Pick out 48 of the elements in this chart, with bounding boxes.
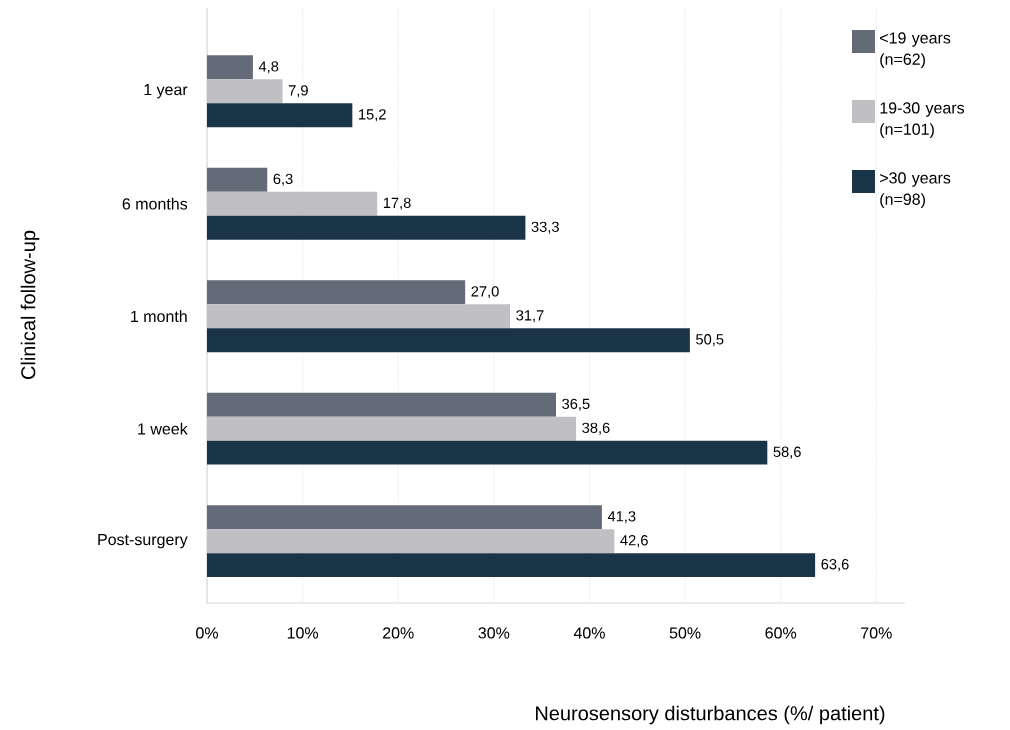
bar (207, 328, 690, 353)
bar (207, 103, 353, 128)
data-label: 15,2 (359, 109, 386, 122)
legend-label: >30 years (n=98) (880, 172, 951, 209)
y-tick-label: 1 year (144, 84, 188, 99)
data-label: 27,0 (471, 286, 499, 299)
x-tick-label: 70% (861, 627, 892, 639)
bar (207, 79, 283, 104)
x-tick-label: 20% (383, 627, 414, 639)
data-label: 41,3 (607, 511, 636, 524)
bar (207, 505, 602, 530)
data-label: 38,6 (582, 422, 610, 435)
bar (207, 416, 577, 441)
data-label: 33,3 (531, 221, 559, 234)
bar (207, 553, 816, 578)
bar (207, 280, 466, 305)
y-tick-label: Post-surgery (98, 534, 188, 549)
data-label: 7,9 (288, 85, 308, 98)
x-tick-label: 40% (573, 627, 605, 639)
y-tick-label: 6 months (122, 198, 188, 210)
data-label: 50,5 (696, 334, 724, 347)
data-label: 63,6 (821, 559, 849, 572)
x-tick-label: 60% (765, 627, 797, 639)
x-tick-label: 30% (478, 627, 510, 639)
bar (207, 215, 526, 240)
data-label: 42,6 (620, 535, 648, 548)
bar (207, 191, 378, 216)
y-axis-title: Clinical follow-up (20, 231, 40, 380)
y-tick-label: 1 week (138, 422, 188, 435)
legend-label: 19-30 years (n=101) (880, 102, 965, 139)
legend-label: <19 years (n=62) (880, 32, 951, 69)
y-tick-label: 1 month (131, 310, 187, 323)
data-label: 4,8 (258, 61, 279, 74)
bar (207, 440, 768, 465)
bar (207, 304, 511, 329)
bar (207, 55, 253, 80)
data-label: 36,5 (562, 398, 590, 411)
data-label: 31,7 (516, 310, 544, 323)
x-axis-title: Neurosensory disturbances (%/ patient) (536, 705, 885, 725)
bar (207, 167, 268, 192)
x-tick-label: 10% (287, 627, 319, 639)
bar (207, 529, 615, 554)
bar (207, 392, 556, 417)
x-tick-label: 0% (196, 627, 218, 639)
x-tick-label: 50% (669, 627, 701, 639)
data-label: 17,8 (383, 197, 411, 210)
data-label: 58,6 (773, 446, 801, 459)
data-label: 6,3 (273, 173, 293, 186)
